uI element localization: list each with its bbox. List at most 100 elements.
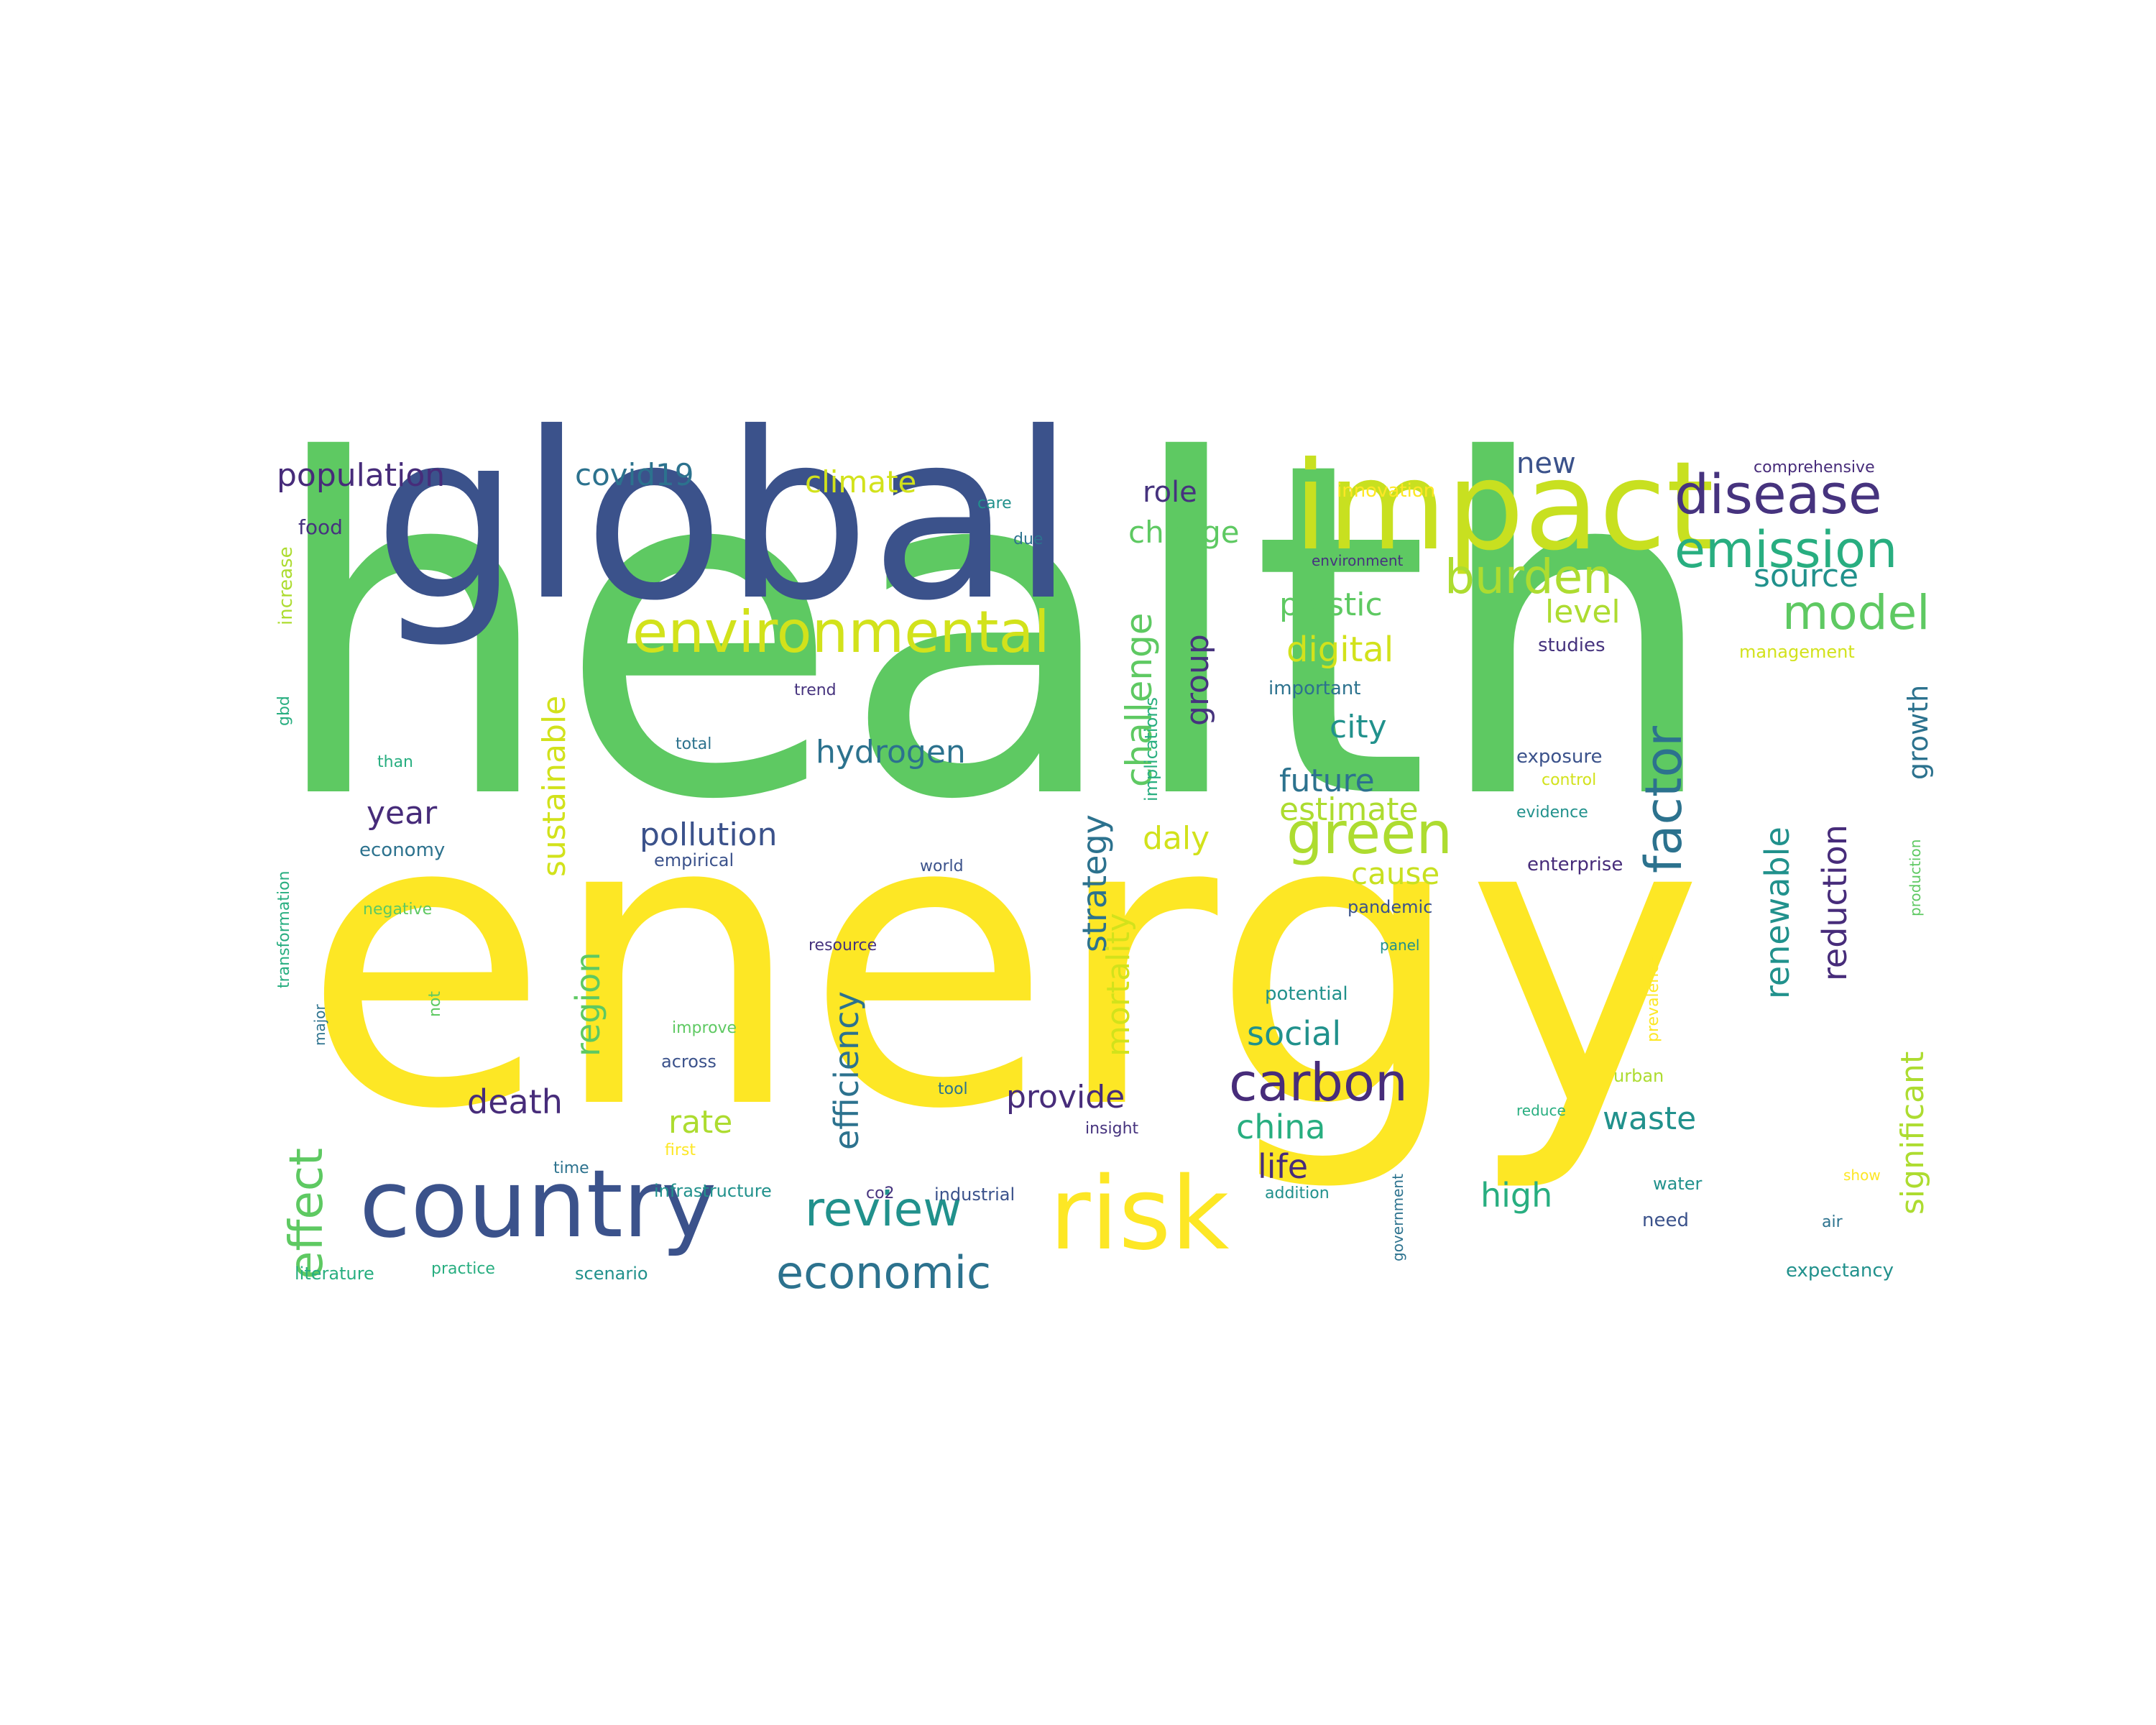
word-plastic: plastic — [1279, 586, 1383, 623]
word-total: total — [676, 735, 712, 753]
word-social: social — [1247, 1014, 1342, 1053]
word-china: china — [1236, 1108, 1326, 1146]
word-potential: potential — [1265, 983, 1348, 1005]
word-change: change — [1128, 515, 1240, 550]
word-literature: literature — [295, 1264, 374, 1284]
word-panel: panel — [1380, 937, 1420, 954]
word-economy: economy — [359, 840, 446, 861]
word-high: high — [1480, 1176, 1553, 1215]
word-due: due — [1013, 530, 1044, 548]
word-life: life — [1258, 1147, 1309, 1186]
word-control: control — [1542, 771, 1597, 789]
word-enterprise: enterprise — [1527, 854, 1623, 875]
word-world: world — [920, 857, 964, 875]
word-important: important — [1268, 678, 1361, 699]
word-urban: urban — [1613, 1066, 1664, 1086]
word-climate: climate — [805, 464, 917, 500]
word-mortality: mortality — [1100, 913, 1137, 1057]
word-rate: rate — [668, 1104, 733, 1141]
word-resource: resource — [808, 937, 877, 954]
word-trend: trend — [794, 681, 837, 699]
word-review: review — [805, 1182, 962, 1237]
word-effect: effect — [280, 1147, 333, 1279]
word-need: need — [1642, 1210, 1689, 1231]
word-estimate: estimate — [1279, 791, 1419, 828]
word-pandemic: pandemic — [1348, 897, 1433, 917]
word-expectancy: expectancy — [1786, 1260, 1894, 1282]
word-scenario: scenario — [575, 1264, 648, 1284]
word-region: region — [568, 952, 607, 1057]
word-studies: studies — [1538, 635, 1606, 656]
word-sustainable: sustainable — [536, 695, 573, 877]
word-population: population — [277, 457, 446, 494]
word-factor: factor — [1634, 725, 1693, 873]
word-air: air — [1822, 1213, 1843, 1231]
word-economic: economic — [776, 1246, 992, 1299]
word-time: time — [553, 1159, 589, 1177]
word-green: green — [1286, 800, 1453, 867]
word-exposure: exposure — [1516, 746, 1603, 768]
word-evidence: evidence — [1516, 804, 1588, 822]
word-water: water — [1653, 1174, 1703, 1194]
word-death: death — [467, 1082, 563, 1121]
word-digital: digital — [1286, 630, 1394, 670]
word-environment: environment — [1312, 552, 1404, 569]
word-emission: emission — [1674, 520, 1898, 579]
word-country: country — [359, 1149, 717, 1259]
word-risk: risk — [1049, 1156, 1230, 1273]
word-comprehensive: comprehensive — [1754, 459, 1875, 477]
word-prevalence: prevalence — [1644, 954, 1662, 1042]
word-burden: burden — [1445, 549, 1613, 604]
word-significant: significant — [1894, 1051, 1931, 1215]
word-role: role — [1143, 476, 1197, 509]
word-reduce: reduce — [1516, 1102, 1566, 1119]
word-tool: tool — [938, 1080, 968, 1098]
word-model: model — [1782, 585, 1930, 640]
word-environmental: environmental — [632, 599, 1050, 666]
word-future: future — [1279, 763, 1375, 799]
word-disease: disease — [1674, 462, 1882, 526]
word-gbd: gbd — [275, 696, 293, 726]
word-new: new — [1516, 447, 1576, 480]
word-across: across — [661, 1052, 717, 1072]
word-waste: waste — [1603, 1100, 1697, 1137]
word-hydrogen: hydrogen — [816, 734, 966, 770]
word-infrastructure: infrastructure — [654, 1181, 772, 1201]
word-group: group — [1179, 634, 1216, 726]
word-management: management — [1739, 642, 1855, 662]
word-impact: impact — [1294, 436, 1715, 578]
word-source: source — [1754, 558, 1859, 594]
word-level: level — [1545, 594, 1621, 630]
word-energy: energy — [302, 729, 1705, 1197]
word-pollution: pollution — [640, 816, 778, 853]
word-care: care — [977, 494, 1012, 512]
word-practice: practice — [431, 1260, 495, 1278]
word-covid19: covid19 — [575, 457, 694, 492]
word-global: global — [374, 384, 1075, 651]
word-implications: implications — [1141, 697, 1161, 801]
word-production: production — [1907, 839, 1924, 916]
word-industrial: industrial — [934, 1184, 1015, 1205]
word-growth: growth — [1902, 684, 1934, 780]
word-efficiency: efficiency — [827, 991, 866, 1150]
word-first: first — [665, 1141, 696, 1159]
word-renewable: renewable — [1758, 827, 1797, 999]
word-negative: negative — [363, 901, 433, 919]
word-not: not — [426, 990, 444, 1017]
word-carbon: carbon — [1229, 1052, 1408, 1113]
word-food: food — [298, 515, 343, 539]
word-government: government — [1389, 1174, 1406, 1261]
word-reduction: reduction — [1815, 824, 1854, 981]
word-provide: provide — [1006, 1079, 1125, 1116]
word-city: city — [1330, 709, 1387, 745]
word-health: health — [266, 364, 1722, 900]
word-empirical: empirical — [654, 850, 734, 870]
word-addition: addition — [1265, 1184, 1330, 1202]
word-transformation: transformation — [275, 870, 293, 988]
word-daly: daly — [1143, 820, 1210, 857]
word-insight: insight — [1085, 1120, 1139, 1138]
word-cause: cause — [1351, 856, 1440, 891]
word-co2: co2 — [866, 1184, 895, 1202]
word-than: than — [377, 753, 413, 771]
